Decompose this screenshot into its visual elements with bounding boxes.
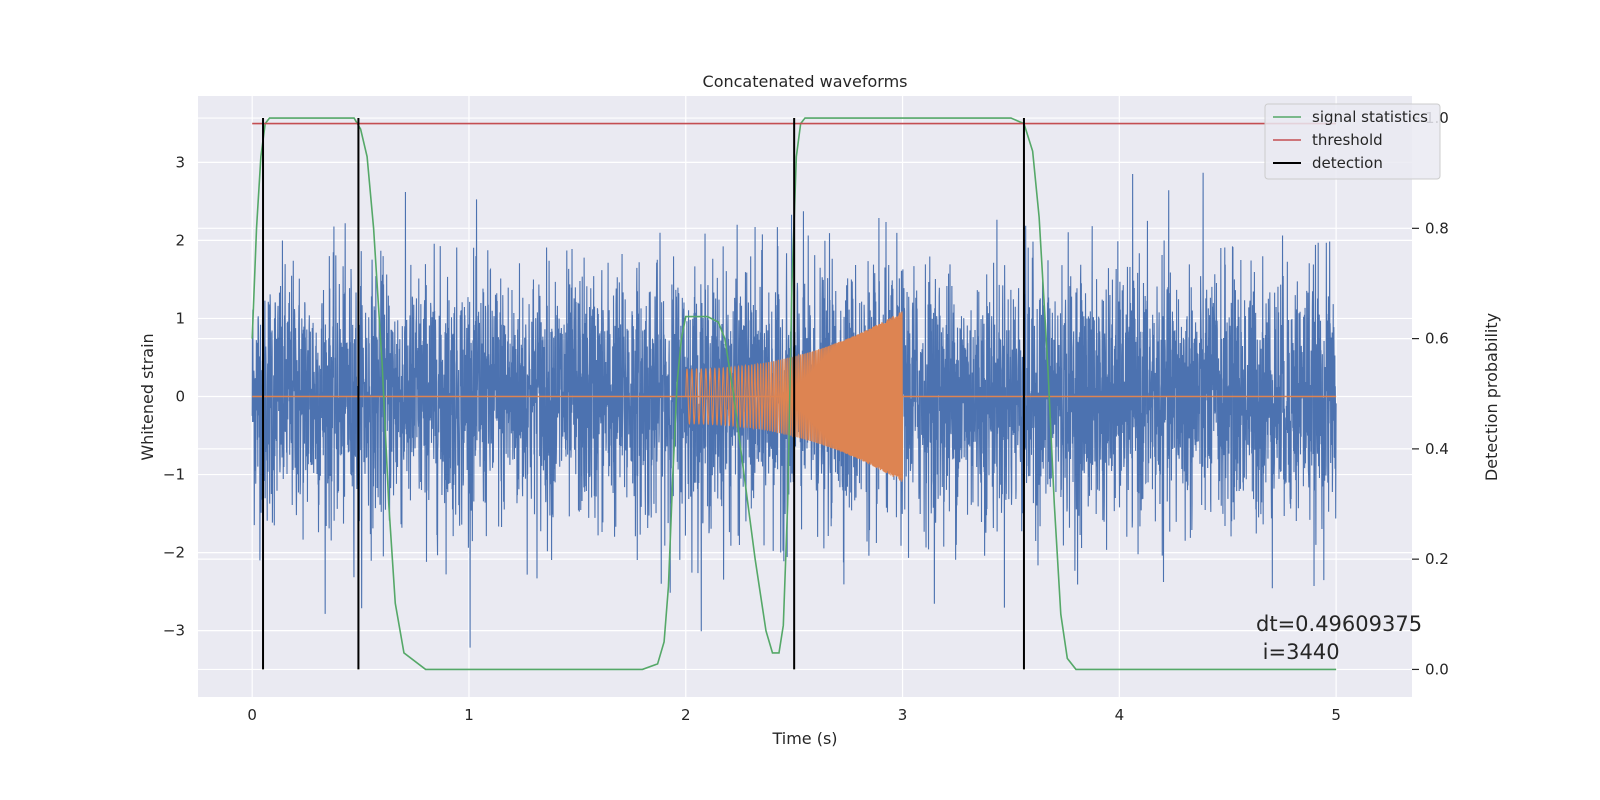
x-axis: 0 1 2 3 4 5 [247,706,1340,724]
legend-label-detection: detection [1312,154,1383,172]
y-tick-label-left: 3 [175,153,185,171]
y-axis-right-label: Detection probability [1482,313,1501,481]
legend-frame [1264,103,1441,180]
x-tick-label: 2 [681,706,691,724]
x-axis-label: Time (s) [771,729,837,748]
y-tick-label-left: −3 [163,622,185,640]
y-tick-label-left: 1 [175,309,185,327]
chart-title: Concatenated waveforms [703,72,908,91]
y-axis-right: 0.00.20.40.60.81.0 [1412,109,1449,678]
legend: signal statistics threshold detection [1264,103,1441,180]
y-tick-label-left: 0 [175,388,185,406]
legend-label-signal-statistics: signal statistics [1312,108,1428,126]
x-tick-label: 4 [1115,706,1125,724]
y-tick-label-right: 0.8 [1425,219,1449,237]
y-tick-label-right: 0.4 [1425,440,1449,458]
y-tick-label-left: 2 [175,231,185,249]
y-tick-label-right: 0.0 [1425,660,1449,678]
y-tick-label-right: 0.6 [1425,330,1449,348]
y-axis-left: −3 −2 −1 0 1 2 3 [163,153,185,639]
y-tick-label-left: −1 [163,466,185,484]
annotation-i: i=3440 [1256,640,1340,664]
annotation-dt: dt=0.49609375 [1256,612,1422,636]
y-axis-left-label: Whitened strain [138,333,157,460]
data-layer [251,117,1337,671]
x-tick-label: 5 [1331,706,1341,724]
legend-label-threshold: threshold [1312,131,1383,149]
x-tick-label: 0 [247,706,257,724]
y-tick-label-right: 0.2 [1425,550,1449,568]
y-tick-label-left: −2 [163,544,185,562]
x-tick-label: 1 [464,706,474,724]
x-tick-label: 3 [898,706,908,724]
